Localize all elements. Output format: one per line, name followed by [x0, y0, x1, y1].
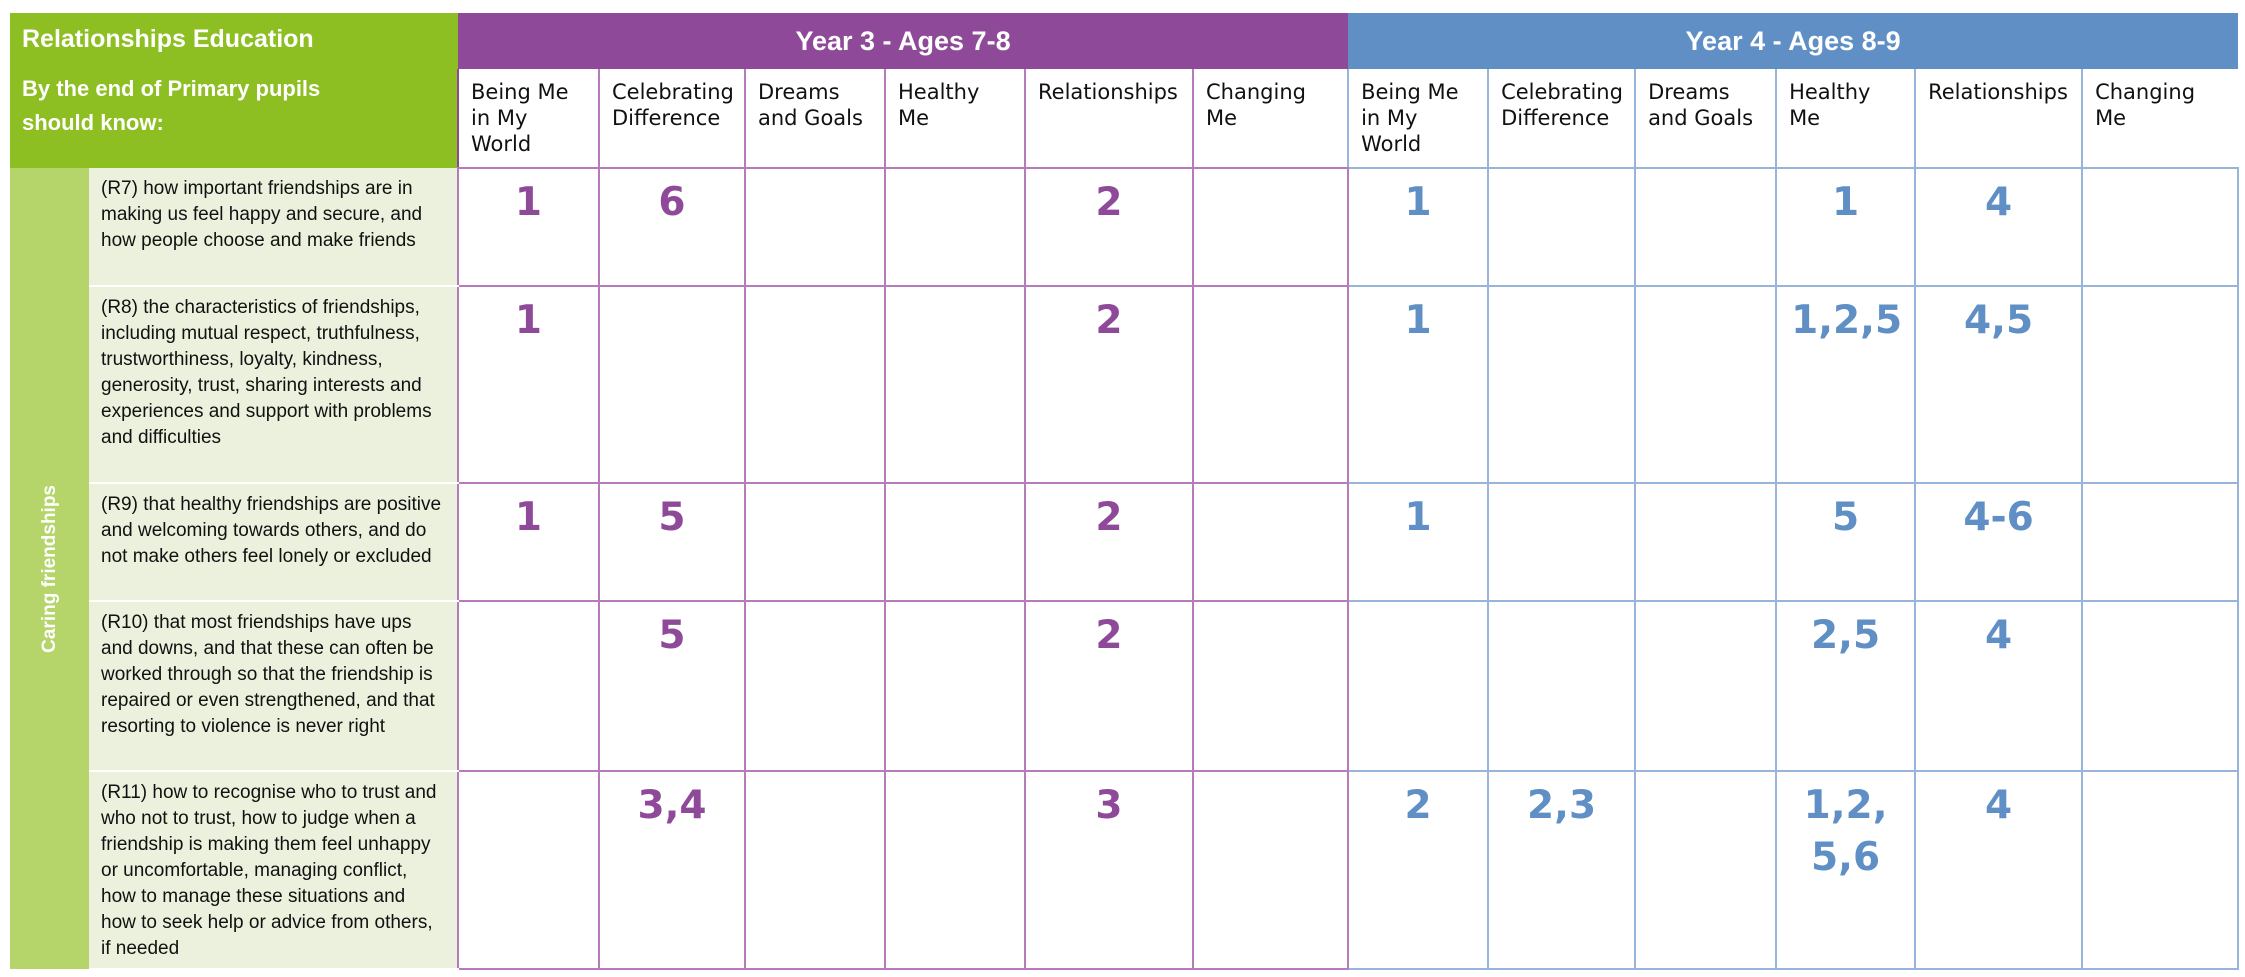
unit-cell: 1 [1347, 483, 1489, 602]
unit-cell: 5 [1775, 483, 1916, 602]
unit-cell: 3,4 [598, 771, 745, 970]
empty-cell [1487, 168, 1636, 287]
unit-cell: 1 [457, 483, 599, 602]
empty-cell [744, 771, 885, 970]
unit-cell: 4 [1914, 771, 2083, 970]
curriculum-table: Relationships Education By the end of Pri… [10, 13, 2240, 970]
empty-cell [1634, 168, 1777, 287]
unit-cell: 2 [1024, 601, 1193, 772]
empty-cell [1191, 168, 1349, 287]
row: (R8) the characteristics of friendships,… [10, 286, 2240, 484]
empty-cell [598, 286, 745, 484]
unit-cell: 1 [1347, 168, 1489, 287]
empty-cell [744, 483, 885, 602]
column-header: Being Me in My World [1347, 69, 1489, 169]
row: Caring friendships (R7) how important fri… [10, 168, 2240, 969]
empty-cell [1487, 601, 1636, 772]
description: (R11) how to recognise who to trust and … [89, 771, 458, 970]
group-title: Year 4 - Ages 8-9 [1348, 13, 2239, 69]
description: (R9) that healthy friendships are positi… [89, 483, 458, 602]
column-header: Relationships [1914, 69, 2083, 169]
unit-cell: 4,5 [1914, 286, 2083, 484]
unit-cell: 5 [598, 601, 745, 772]
empty-cell [1347, 601, 1489, 772]
group-title: Year 3 - Ages 7-8 [458, 13, 1349, 69]
column-header: Healthy Me [1775, 69, 1916, 169]
section-label: Caring friendships [10, 168, 89, 969]
empty-cell [744, 601, 885, 772]
column-header: Healthy Me [884, 69, 1025, 169]
empty-cell [2081, 168, 2240, 287]
unit-cell: 4 [1914, 601, 2083, 772]
title-cell: Relationships Education By the end of Pri… [10, 13, 458, 168]
unit-cell: 4 [1914, 168, 2083, 287]
empty-cell [1191, 601, 1349, 772]
column-header: Changing Me [2081, 69, 2239, 169]
empty-cell [1634, 483, 1777, 602]
unit-cell: 5 [598, 483, 745, 602]
empty-cell [744, 168, 885, 287]
section-text: Caring friendships [38, 484, 60, 653]
empty-cell [884, 168, 1025, 287]
empty-cell [1634, 771, 1777, 970]
empty-cell [884, 601, 1025, 772]
unit-cell: 1 [457, 286, 599, 484]
group-header-row: Relationships Education By the end of Pri… [10, 13, 2239, 168]
unit-cell: 1,2, 5,6 [1775, 771, 1916, 970]
subtitle: By the end of Primary pupils should know… [22, 76, 321, 135]
unit-cell: 2 [1024, 168, 1193, 287]
empty-cell [1191, 771, 1349, 970]
description: (R7) how important friendships are in ma… [89, 168, 458, 287]
empty-cell [1191, 483, 1349, 602]
column-header: Dreams and Goals [744, 69, 885, 169]
column-header: Celebrating Difference [1487, 69, 1636, 169]
empty-cell [1634, 601, 1777, 772]
unit-cell: 1 [1775, 168, 1916, 287]
unit-cell: 4-6 [1914, 483, 2083, 602]
empty-cell [1487, 286, 1636, 484]
empty-cell [457, 771, 599, 970]
unit-cell: 2,5 [1775, 601, 1916, 772]
unit-cell: 2 [1024, 286, 1193, 484]
row: (R9) that healthy friendships are positi… [10, 483, 2240, 602]
column-header: Being Me in My World [457, 69, 599, 169]
unit-cell: 1 [457, 168, 599, 287]
row: (R11) how to recognise who to trust and … [10, 771, 2240, 970]
unit-cell: 2 [1024, 483, 1193, 602]
empty-cell [1634, 286, 1777, 484]
title: Relationships Education [22, 25, 314, 53]
empty-cell [884, 483, 1025, 602]
unit-cell: 1 [1347, 286, 1489, 484]
unit-cell: 6 [598, 168, 745, 287]
empty-cell [2081, 286, 2240, 484]
column-header: Changing Me [1191, 69, 1349, 169]
empty-cell [2081, 483, 2240, 602]
description: (R8) the characteristics of friendships,… [89, 286, 458, 484]
table-body: Relationships Education By the end of Pri… [10, 13, 2240, 970]
column-header: Dreams and Goals [1634, 69, 1777, 169]
unit-cell: 3 [1024, 771, 1193, 970]
column-header-row: Being Me in My World Celebrating Differen… [10, 69, 2239, 169]
empty-cell [744, 286, 885, 484]
column-header: Relationships [1024, 69, 1193, 169]
empty-cell [884, 286, 1025, 484]
empty-cell [1191, 286, 1349, 484]
empty-cell [2081, 771, 2240, 970]
row: (R10) that most friendships have ups and… [10, 601, 2240, 772]
unit-cell: 2 [1347, 771, 1489, 970]
unit-cell: 1,2,5 [1775, 286, 1916, 484]
empty-cell [1487, 483, 1636, 602]
column-header: Celebrating Difference [598, 69, 745, 169]
empty-cell [457, 601, 599, 772]
unit-cell: 2,3 [1487, 771, 1636, 970]
description: (R10) that most friendships have ups and… [89, 601, 458, 772]
empty-cell [2081, 601, 2240, 772]
empty-cell [884, 771, 1025, 970]
